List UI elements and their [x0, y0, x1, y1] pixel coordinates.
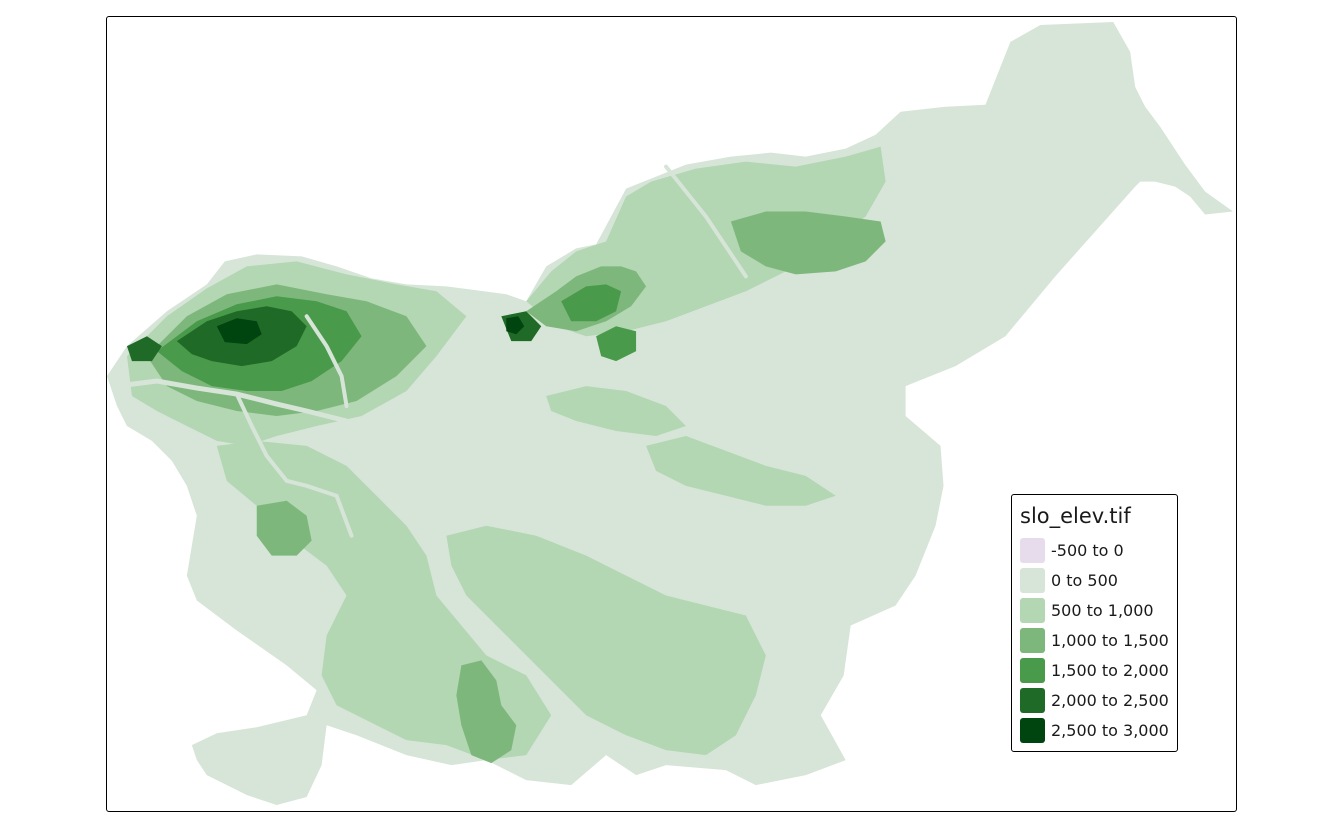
legend-swatch [1020, 717, 1045, 743]
river-valley [304, 314, 349, 409]
legend-swatch [1020, 687, 1045, 713]
elevation-zone-2000-2500 [126, 336, 162, 362]
legend-label: 0 to 500 [1051, 570, 1118, 590]
legend-item: -500 to 0 [1020, 535, 1169, 565]
legend-swatch [1020, 657, 1045, 683]
map-panel [106, 16, 1237, 812]
elevation-zone-2500-3000 [216, 318, 262, 345]
elevation-zone-2500-3000 [506, 316, 525, 335]
map-legend: slo_elev.tif -500 to 0 0 to 500 500 to 1,0… [1011, 494, 1178, 752]
legend-item: 1,500 to 2,000 [1020, 655, 1169, 685]
legend-swatch [1020, 597, 1045, 623]
legend-label: -500 to 0 [1051, 540, 1124, 560]
elevation-zone-1500-2000 [596, 326, 637, 362]
legend-swatch [1020, 627, 1045, 653]
elevation-zone-500-1000 [546, 386, 686, 436]
legend-item: 1,000 to 1,500 [1020, 625, 1169, 655]
legend-items: -500 to 0 0 to 500 500 to 1,000 1,000 to 1,… [1020, 535, 1169, 745]
elevation-zone-1000-1500 [256, 500, 312, 556]
legend-label: 500 to 1,000 [1051, 600, 1154, 620]
legend-label: 2,500 to 3,000 [1051, 720, 1169, 740]
river-valley [234, 392, 354, 538]
legend-item: 0 to 500 [1020, 565, 1169, 595]
elevation-zone-1500-2000 [561, 284, 622, 322]
river-valley [664, 164, 748, 279]
legend-label: 1,500 to 2,000 [1051, 660, 1169, 680]
elevation-zone-500-1000 [446, 525, 766, 756]
legend-swatch [1020, 537, 1045, 563]
elevation-zone-1000-1500 [456, 660, 517, 764]
legend-label: 2,000 to 2,500 [1051, 690, 1169, 710]
legend-item: 2,000 to 2,500 [1020, 685, 1169, 715]
legend-title: slo_elev.tif [1020, 504, 1131, 528]
legend-swatch [1020, 567, 1045, 593]
legend-label: 1,000 to 1,500 [1051, 630, 1169, 650]
elevation-zone-500-1000 [646, 435, 836, 506]
legend-item: 500 to 1,000 [1020, 595, 1169, 625]
elevation-raster [107, 21, 1234, 806]
legend-item: 2,500 to 3,000 [1020, 715, 1169, 745]
elevation-zone-1000-1500 [730, 211, 886, 275]
